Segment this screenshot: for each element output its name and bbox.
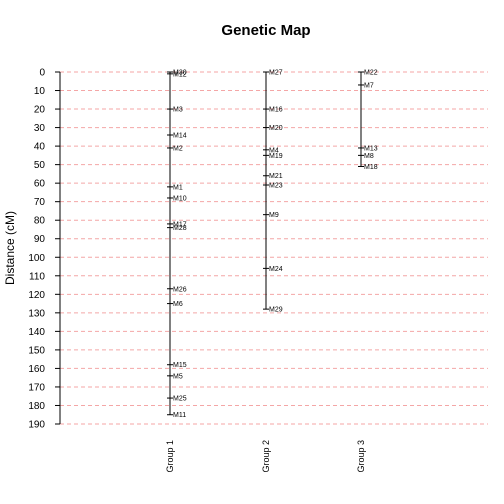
marker-label: M1 [173, 184, 183, 191]
y-tick-label: 160 [28, 364, 45, 375]
y-tick-label: 100 [28, 253, 45, 264]
marker-label: M29 [269, 307, 283, 314]
marker-label: M13 [364, 145, 378, 152]
y-tick-label: 60 [34, 179, 46, 190]
marker-label: M16 [269, 107, 283, 114]
marker-label: M8 [364, 153, 374, 160]
marker-label: M9 [269, 212, 279, 219]
group-label: Group 1 [165, 440, 175, 473]
y-tick-label: 0 [39, 68, 45, 79]
chart-title: Genetic Map [221, 22, 310, 39]
marker-label: M17 [173, 221, 187, 228]
marker-label: M3 [173, 107, 183, 114]
marker-label: M20 [269, 125, 283, 132]
y-tick-label: 40 [34, 142, 46, 153]
marker-label: M18 [364, 164, 378, 171]
marker-label: M4 [269, 147, 279, 154]
marker-label: M6 [173, 301, 183, 308]
grid-lines [60, 71, 488, 425]
y-tick-label: 150 [28, 345, 45, 356]
y-tick-label: 190 [28, 420, 45, 431]
y-tick-label: 50 [34, 160, 46, 171]
y-tick-label: 90 [34, 234, 46, 245]
marker-label: M27 [269, 70, 283, 77]
y-tick-label: 80 [34, 216, 46, 227]
marker-label: M24 [269, 266, 283, 273]
marker-label: M28 [173, 225, 187, 232]
group-label: Group 3 [356, 440, 366, 473]
marker-label: M23 [269, 183, 283, 190]
marker-label: M12 [173, 71, 187, 78]
y-tick-label: 170 [28, 382, 45, 393]
y-tick-label: 20 [34, 105, 46, 116]
marker-label: M11 [173, 412, 186, 419]
marker-label: M21 [269, 173, 283, 180]
y-tick-label: 130 [28, 308, 45, 319]
y-tick-label: 140 [28, 327, 45, 338]
marker-label: M10 [173, 195, 187, 202]
y-tick-label: 70 [34, 197, 46, 208]
marker-label: M19 [269, 153, 283, 160]
marker-label: M15 [173, 362, 187, 369]
y-axis: 0 10 20 30 40 50 60 70 80 90 100 110 120 130 140 150 160… [28, 68, 61, 431]
marker-label: M2 [173, 145, 183, 152]
y-tick-label: 30 [34, 123, 46, 134]
marker-label: M30 [173, 70, 187, 77]
marker-label: M22 [364, 70, 378, 77]
y-tick-label: 110 [29, 271, 45, 282]
marker-label: M26 [173, 286, 187, 293]
marker-label: M25 [173, 396, 187, 403]
marker-label: M5 [173, 373, 183, 380]
y-tick-label: 180 [28, 401, 45, 412]
y-tick-label: 120 [28, 290, 45, 301]
group-label: Group 2 [261, 440, 271, 473]
y-tick-label: 10 [34, 86, 46, 97]
y-axis-label: Distance (cM) [3, 211, 17, 285]
marker-label: M14 [173, 132, 187, 139]
marker-label: M7 [364, 82, 374, 89]
